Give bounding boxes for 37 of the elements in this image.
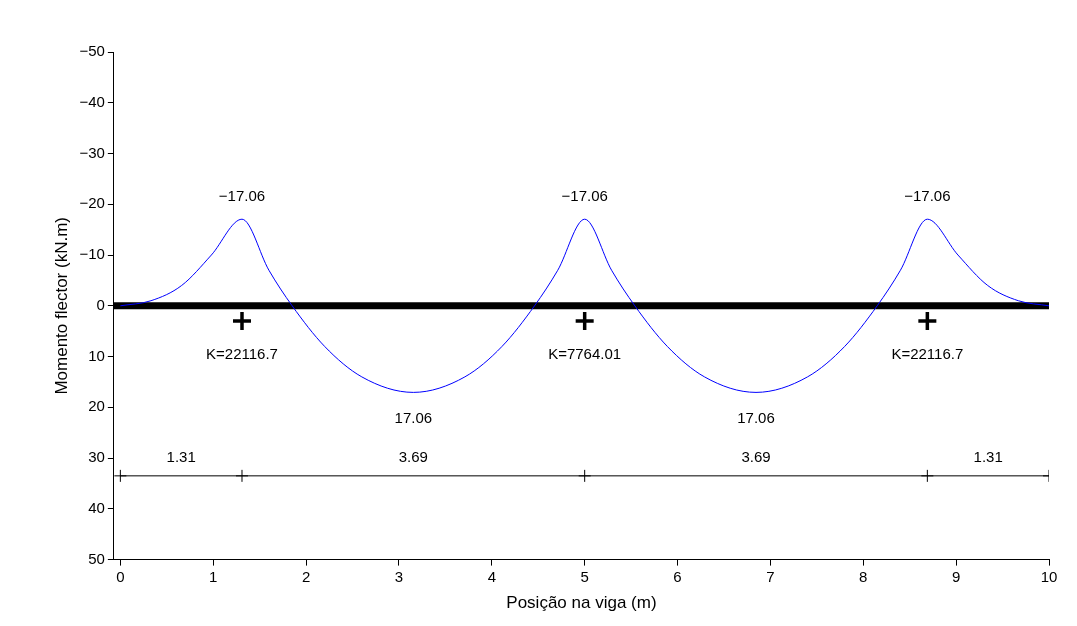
- annotation: 1.31: [973, 447, 1003, 465]
- annotation: K=22116.7: [891, 345, 964, 363]
- x-tick-label: 7: [766, 567, 775, 585]
- y-tick-label: 20: [88, 397, 105, 415]
- x-tick-label: 10: [1040, 567, 1058, 585]
- y-tick-label: −20: [79, 194, 105, 212]
- x-tick-label: 4: [487, 567, 496, 585]
- x-tick-label: 2: [301, 567, 311, 585]
- x-tick-label: 3: [394, 567, 404, 585]
- annotation: 3.69: [398, 447, 428, 465]
- y-tick-label: 30: [88, 448, 105, 466]
- x-tick-label: 9: [951, 567, 961, 585]
- annotation: 17.06: [394, 408, 433, 426]
- y-tick-label: −50: [79, 42, 105, 60]
- y-tick-label: −10: [79, 245, 105, 263]
- annotation: −17.06: [904, 187, 951, 205]
- x-tick-label: 1: [209, 567, 218, 585]
- y-axis-title: Momento flector (kN.m): [51, 217, 71, 395]
- x-axis-title: Posição na viga (m): [506, 593, 657, 613]
- annotation: 1.31: [166, 447, 196, 465]
- y-tick-label: −40: [79, 92, 105, 110]
- x-tick-label: 6: [673, 567, 682, 585]
- annotation: −17.06: [561, 187, 608, 205]
- y-tick-label: 0: [96, 295, 105, 313]
- y-tick-label: 10: [88, 346, 105, 364]
- y-tick-label: 40: [88, 498, 105, 516]
- annotation: −17.06: [218, 187, 266, 205]
- x-tick-label: 5: [580, 567, 589, 585]
- annotation: 17.06: [737, 408, 775, 426]
- line-series: [119, 218, 1049, 393]
- x-tick-label: 0: [116, 567, 125, 585]
- x-tick-label: 8: [859, 567, 868, 585]
- annotation: K=22116.7: [206, 345, 278, 363]
- y-tick-label: 50: [88, 549, 105, 567]
- annotation: K=7764.01: [548, 345, 622, 363]
- y-tick-label: −30: [79, 143, 105, 161]
- annotation: 3.69: [741, 447, 771, 465]
